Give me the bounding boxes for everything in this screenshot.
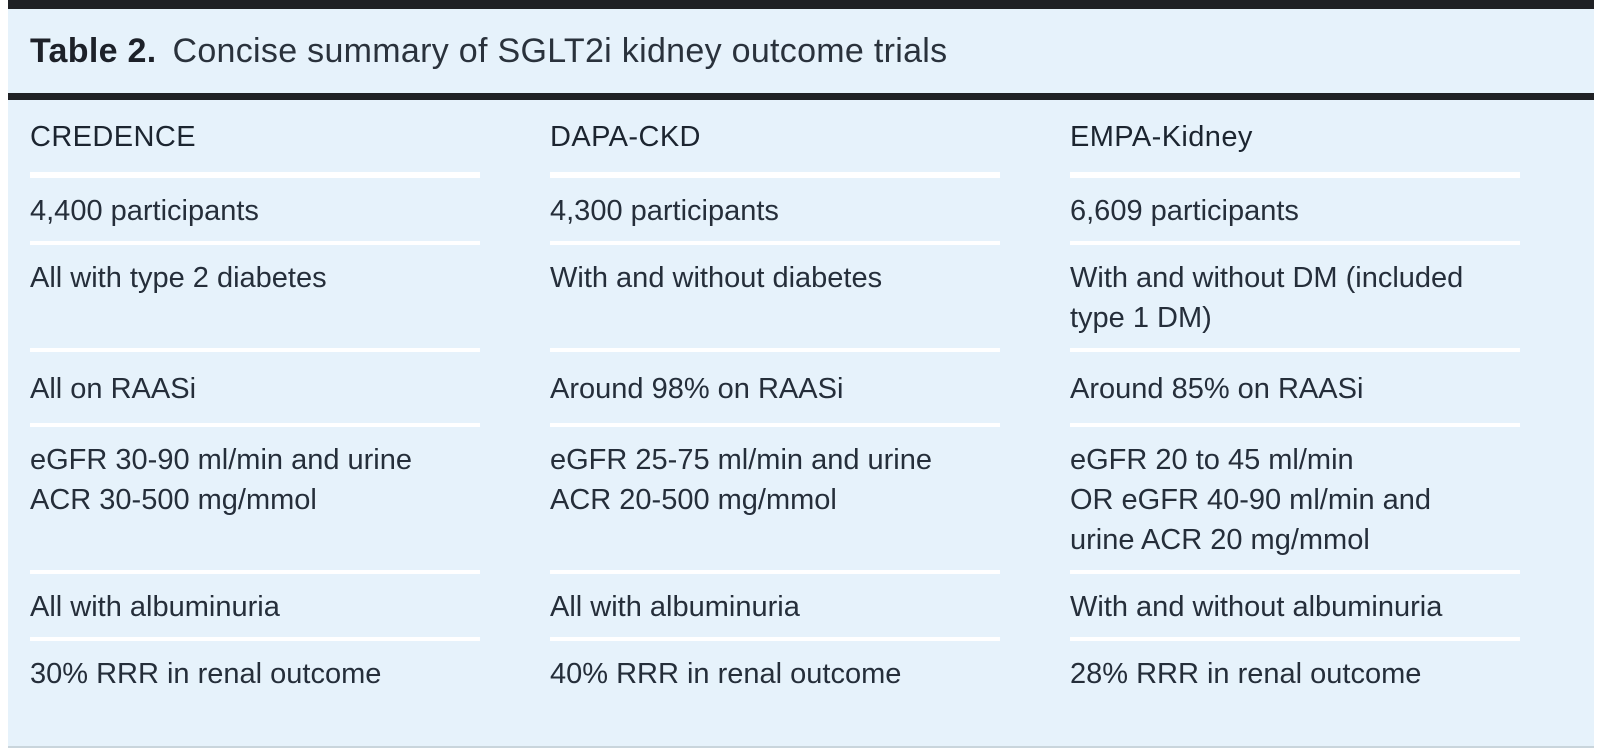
table-body-background: Table 2. Concise summary of SGLT2i kidne…: [8, 9, 1594, 748]
cell-credence-albuminuria: All with albuminuria: [30, 574, 480, 641]
cell-dapa-diabetes: With and without diabetes: [550, 245, 1000, 352]
cell-dapa-participants: 4,300 participants: [550, 178, 1000, 245]
cell-empa-diabetes: With and without DM (included type 1 DM): [1070, 245, 1520, 352]
cell-dapa-egfr: eGFR 25-75 ml/min and urine ACR 20-500 m…: [550, 427, 1000, 574]
table-title: Table 2. Concise summary of SGLT2i kidne…: [8, 9, 1594, 100]
cell-dapa-rrr: 40% RRR in renal outcome: [550, 658, 902, 690]
trials-table: CREDENCE DAPA-CKD EMPA-Kidney 4,400 part…: [8, 100, 1594, 746]
column-header-credence: CREDENCE: [30, 100, 480, 178]
cell-credence-rrr: 30% RRR in renal outcome: [30, 658, 382, 690]
cell-empa-participants: 6,609 participants: [1070, 178, 1520, 245]
cell-dapa-raasi: Around 98% on RAASi: [550, 352, 1000, 427]
cell-empa-albuminuria: With and without albuminuria: [1070, 574, 1520, 641]
cell-credence-egfr: eGFR 30-90 ml/min and urine ACR 30-500 m…: [30, 427, 480, 574]
table-number-label: Table 2.: [30, 31, 157, 70]
table-panel: Table 2. Concise summary of SGLT2i kidne…: [8, 0, 1594, 748]
cell-empa-egfr: eGFR 20 to 45 ml/min OR eGFR 40-90 ml/mi…: [1070, 427, 1520, 574]
cell-credence-participants: 4,400 participants: [30, 178, 480, 245]
cell-credence-diabetes: All with type 2 diabetes: [30, 245, 480, 352]
table-caption: Concise summary of SGLT2i kidney outcome…: [172, 31, 948, 70]
column-header-dapa-ckd: DAPA-CKD: [550, 100, 1000, 178]
top-rule: [8, 0, 1594, 9]
cell-credence-raasi: All on RAASi: [30, 352, 480, 427]
cell-empa-rrr: 28% RRR in renal outcome: [1070, 658, 1422, 690]
cell-dapa-albuminuria: All with albuminuria: [550, 574, 1000, 641]
column-header-empa-kidney: EMPA-Kidney: [1070, 100, 1520, 178]
cell-empa-raasi: Around 85% on RAASi: [1070, 352, 1520, 427]
